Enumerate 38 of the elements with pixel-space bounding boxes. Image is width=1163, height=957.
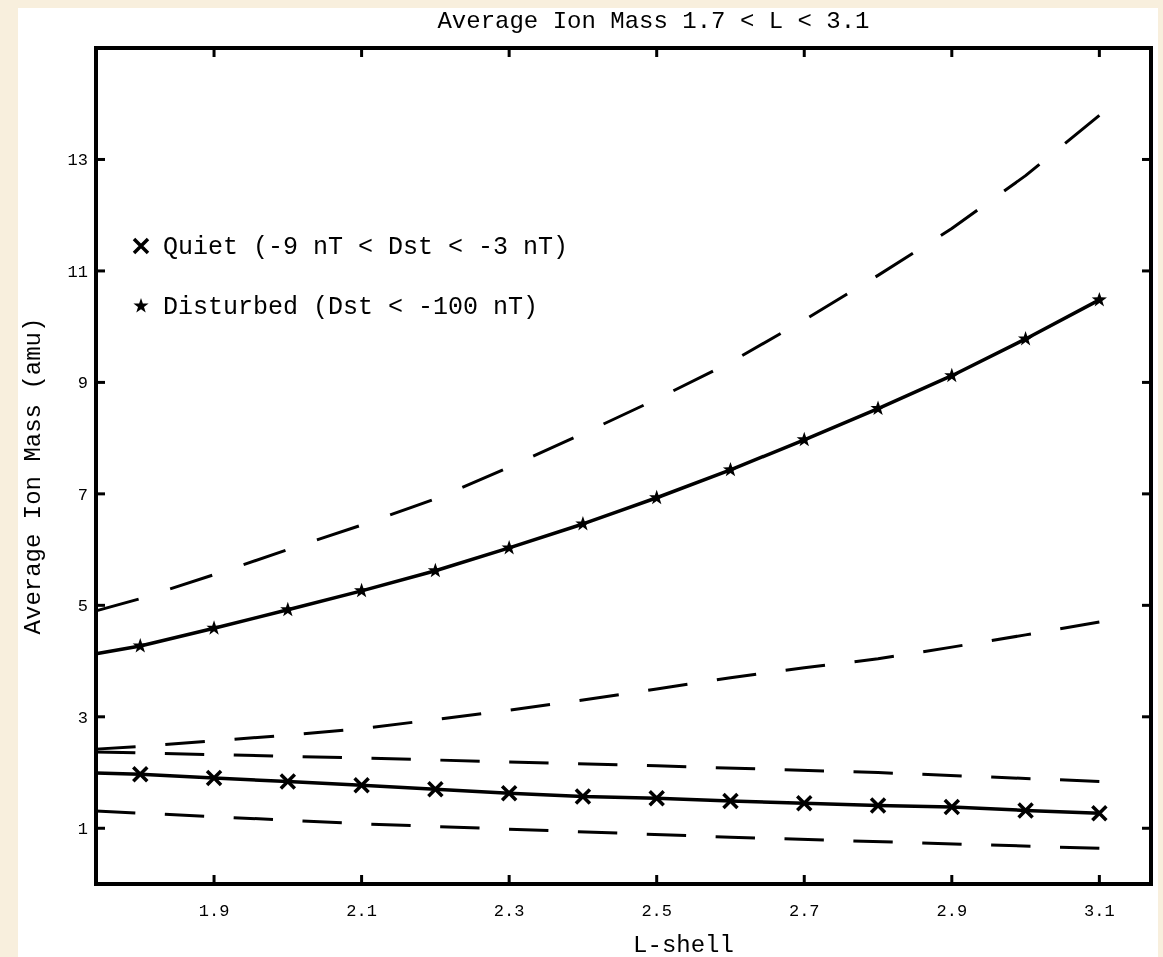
point [205,769,223,787]
point [944,367,960,383]
y-tick-label: 7 [77,485,88,505]
y-tick-label: 5 [77,597,88,617]
point [1017,330,1034,346]
point [1016,801,1035,820]
legend-label: Quiet (-9 nT < Dst < -3 nT) [163,233,569,262]
x-tick-label: 2.1 [346,902,377,921]
x-tick-label: 2.7 [788,902,820,921]
point [796,431,812,447]
point [647,789,666,807]
point [575,515,591,531]
y-tick-label: 1 [77,820,88,840]
point [721,792,740,810]
point [500,784,518,802]
point [352,776,371,795]
x-tick-label: 1.9 [198,902,230,921]
x-tick-label: 2.5 [641,902,672,921]
x-tick-label: 2.3 [493,902,525,921]
point [279,772,297,791]
chart-title: Average Ion Mass 1.7 < L < 3.1 [437,8,870,35]
point [795,794,813,812]
point [869,796,887,815]
point [574,787,592,806]
y-axis-title: Average Ion Mass (amu) [20,317,47,635]
y-tick-label: 13 [67,151,88,171]
point [131,765,150,783]
y-tick-label: 3 [77,708,88,728]
x-axis-title: L-shell [633,932,734,957]
y-tick-label: 11 [67,262,88,282]
point [1091,291,1107,307]
x-tick-label: 2.9 [936,902,968,921]
y-tick-label: 9 [77,374,88,394]
point [426,780,445,798]
point [1090,804,1109,822]
legend-label: Disturbed (Dst < -100 nT) [163,293,539,322]
x-tick-label: 3.1 [1084,902,1115,921]
point [943,798,961,816]
